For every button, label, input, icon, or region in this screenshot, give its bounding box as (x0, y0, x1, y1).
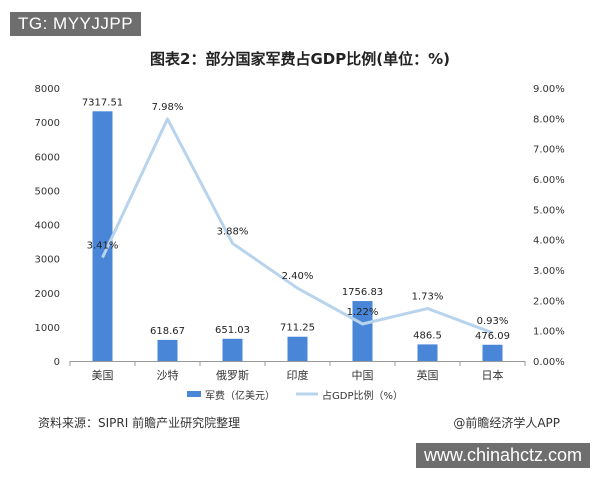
y-right-tick-label: 4.00% (533, 236, 565, 247)
legend-label-line: 占GDP比例（%） (322, 389, 403, 402)
bar-value-label: 7317.51 (82, 97, 123, 108)
bar (417, 344, 438, 361)
x-tick-label: 沙特 (157, 368, 179, 382)
legend-label-bar: 军费（亿美元） (205, 389, 275, 402)
x-tick-label: 英国 (417, 368, 439, 382)
bar-value-label: 476.09 (475, 331, 510, 342)
y-right-tick-label: 2.00% (533, 296, 565, 307)
y-left-tick-label: 8000 (35, 84, 60, 95)
watermark-tag-top: TG: MYYJJPP (10, 12, 142, 36)
source-note: 资料来源：SIPRI 前瞻产业研究院整理 (38, 416, 241, 430)
bar (482, 344, 503, 361)
y-right-tick-label: 9.00% (533, 84, 565, 95)
y-right-tick-label: 6.00% (533, 175, 565, 186)
y-left-tick-label: 6000 (35, 152, 60, 163)
x-tick-label: 日本 (482, 368, 504, 382)
watermark-tag-bottom: www.chinahctz.com (415, 443, 590, 468)
bar-value-label: 711.25 (280, 323, 315, 334)
bar (92, 111, 113, 361)
line-series (101, 117, 494, 335)
line-value-label: 1.22% (347, 307, 379, 318)
bar-value-label: 486.5 (413, 330, 442, 341)
y-left-tick-label: 4000 (35, 221, 60, 232)
x-tick-label: 美国 (92, 369, 114, 382)
y-left-tick-label: 5000 (35, 186, 60, 197)
x-tick-label: 印度 (287, 368, 309, 382)
bar-value-label: 618.67 (150, 326, 185, 337)
credit-note: @前瞻经济学人APP (453, 416, 560, 430)
chart-title: 图表2：部分国家军费占GDP比例(单位：%) (150, 50, 450, 68)
line-value-label: 7.98% (152, 102, 184, 113)
y-right-tick-label: 8.00% (533, 114, 565, 125)
y-right-tick-label: 5.00% (533, 205, 565, 216)
x-tick-label: 俄罗斯 (216, 369, 249, 382)
y-left-tick-label: 0 (54, 357, 60, 368)
bar (157, 339, 178, 361)
x-tick-label: 中国 (352, 369, 374, 382)
line-value-label: 3.41% (87, 241, 119, 252)
y-right-tick-label: 7.00% (533, 145, 565, 156)
bar (287, 336, 308, 361)
bar (352, 301, 373, 361)
y-left-tick-label: 2000 (35, 289, 60, 300)
y-right-tick-label: 0.00% (533, 357, 565, 368)
y-right-tick-label: 3.00% (533, 266, 565, 277)
line-value-label: 3.88% (217, 226, 249, 237)
line-value-label: 1.73% (412, 292, 444, 303)
bar-value-label: 1756.83 (342, 287, 383, 298)
bar (222, 338, 243, 361)
legend-swatch-bar (187, 391, 201, 397)
y-right-tick-label: 1.00% (533, 327, 565, 338)
line-value-label: 0.93% (477, 316, 509, 327)
line-value-label: 2.40% (282, 271, 314, 282)
y-left-tick-label: 7000 (35, 118, 60, 129)
y-left-tick-label: 3000 (35, 255, 60, 266)
bar-value-label: 651.03 (215, 325, 250, 336)
y-left-tick-label: 1000 (35, 323, 60, 334)
